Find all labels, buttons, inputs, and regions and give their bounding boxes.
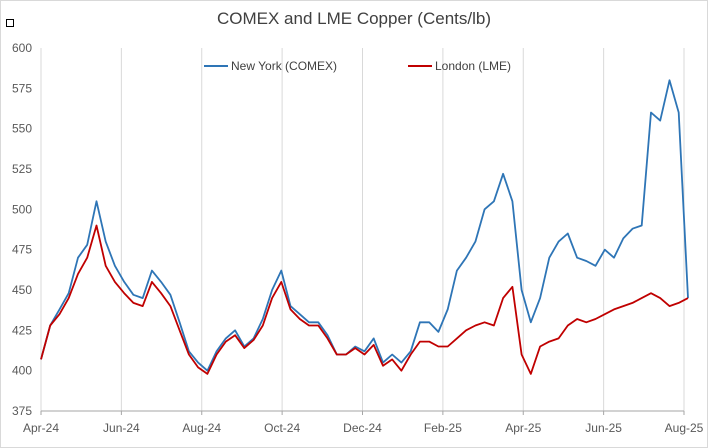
y-tick-label: 425 [12, 323, 32, 337]
y-tick-label: 600 [12, 41, 32, 55]
x-tick-label: Apr-25 [505, 421, 541, 435]
legend-label-lme: London (LME) [435, 59, 511, 73]
x-tick-label: Apr-24 [23, 421, 59, 435]
y-tick-label: 525 [12, 162, 32, 176]
x-tick-label: Oct-24 [264, 421, 300, 435]
y-tick-label: 575 [12, 81, 32, 95]
legend-label-comex: New York (COMEX) [231, 59, 337, 73]
series-line-lme [40, 224, 689, 375]
chart-title: COMEX and LME Copper (Cents/lb) [217, 9, 491, 28]
x-tick-label: Jun-24 [103, 421, 140, 435]
y-tick-label: 450 [12, 283, 32, 297]
y-tick-label: 550 [12, 122, 32, 136]
x-tick-label: Aug-25 [665, 421, 704, 435]
x-tick-label: Feb-25 [424, 421, 462, 435]
x-tick-label: Aug-24 [182, 421, 221, 435]
y-tick-label: 375 [12, 404, 32, 418]
selection-handle[interactable] [6, 19, 14, 27]
series-line-comex [40, 79, 689, 372]
y-tick-label: 400 [12, 364, 32, 378]
y-tick-label: 475 [12, 243, 32, 257]
x-tick-label: Jun-25 [585, 421, 622, 435]
x-tick-label: Dec-24 [343, 421, 382, 435]
y-tick-label: 500 [12, 202, 32, 216]
